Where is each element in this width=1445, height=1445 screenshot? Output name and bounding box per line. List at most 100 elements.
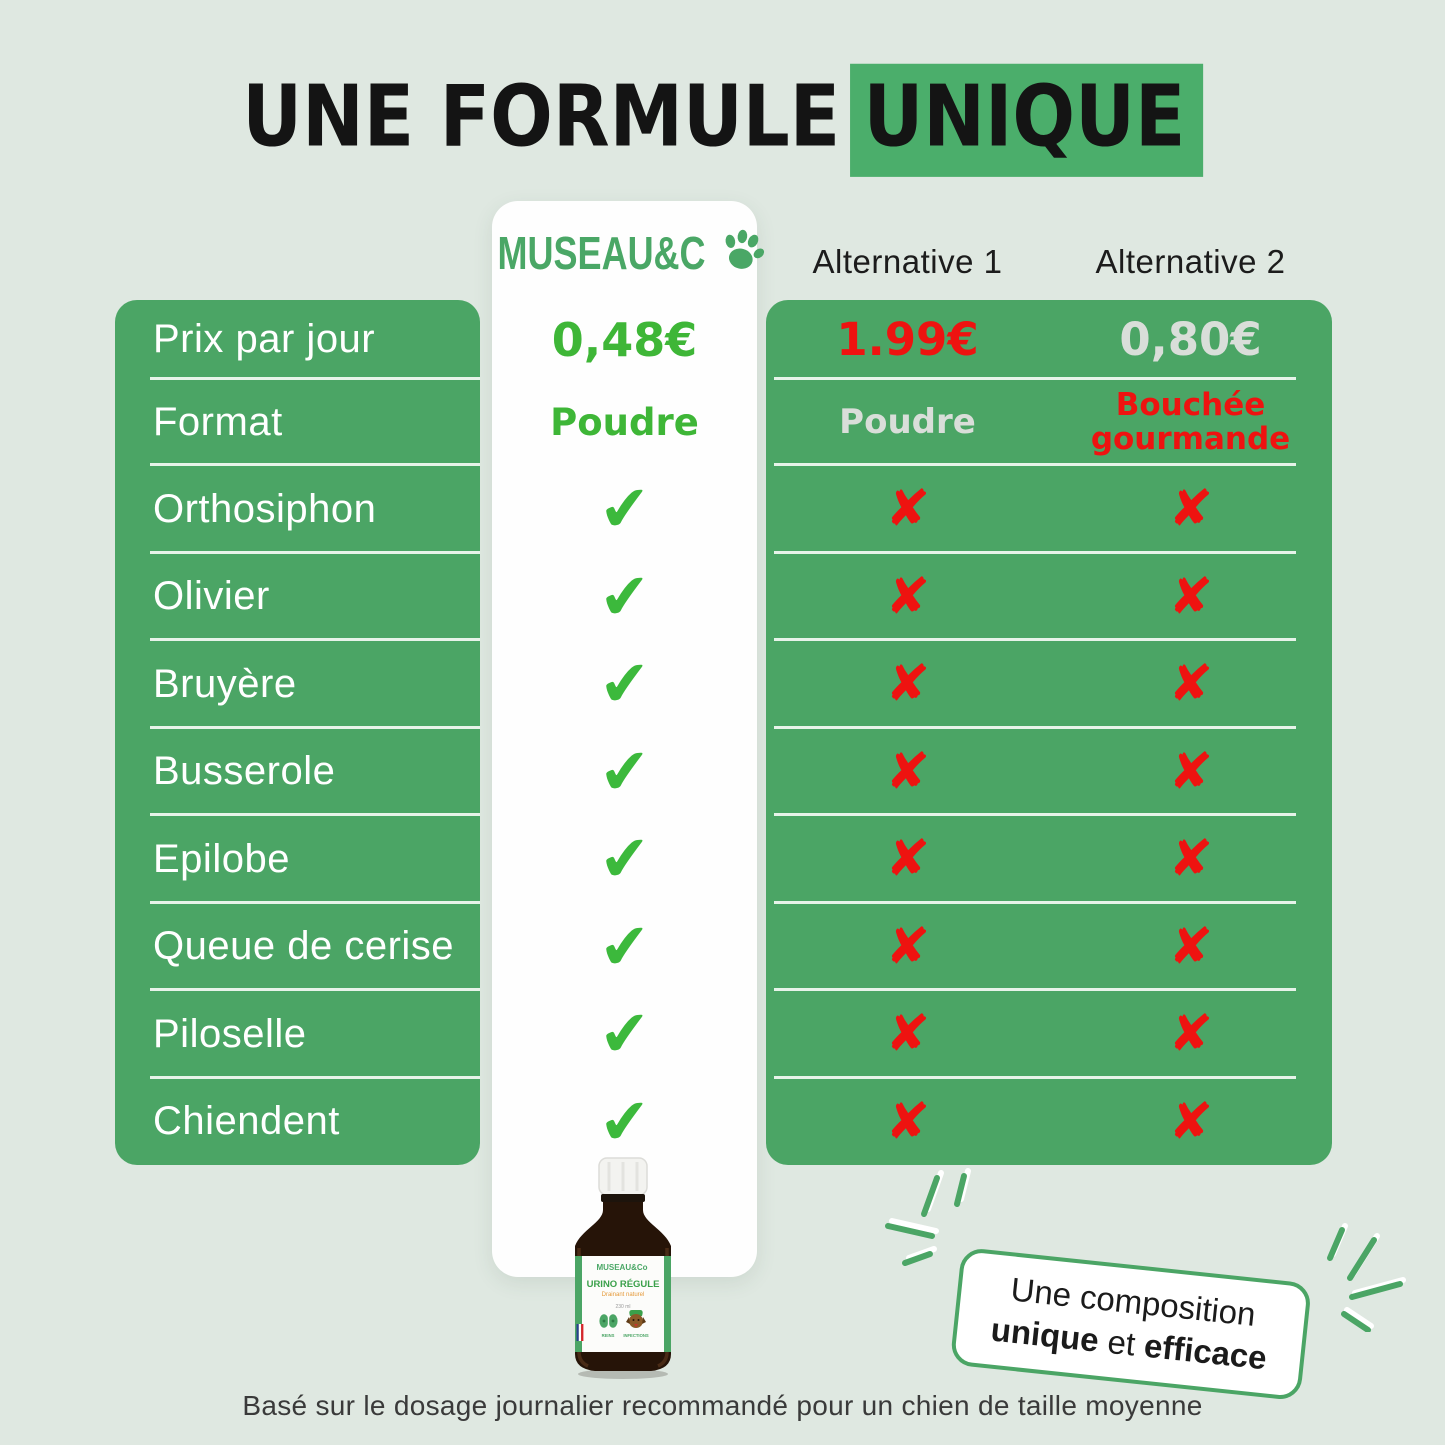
criteria-label: Bruyère: [153, 661, 297, 706]
museau-value: Poudre: [550, 400, 699, 444]
alt1-cell: ✘: [766, 903, 1049, 990]
sparkle-decoration-right: [1327, 1223, 1406, 1332]
criteria-row: Busserole: [115, 728, 480, 816]
badge-mid: et: [1096, 1321, 1147, 1364]
alt2-cell: ✘: [1049, 990, 1332, 1078]
cross-icon: ✘: [1167, 477, 1214, 541]
bottle-subtitle: Drainant naturel: [602, 1292, 645, 1298]
alternatives-row: ✘ ✘: [766, 815, 1332, 904]
kidney-icon-label: REINS: [602, 1333, 615, 1338]
badge-bold2: efficace: [1142, 1326, 1269, 1377]
alternatives-row: ✘ ✘: [766, 728, 1332, 816]
bottle-label: MUSEAU&Co URINO RÉGULE Drainant naturel …: [575, 1256, 671, 1352]
museau-cell: ✔: [492, 1078, 757, 1165]
alt2-cell: ✘: [1049, 1078, 1332, 1165]
alt1-cell: Poudre: [766, 379, 1049, 465]
criteria-row: Chiendent: [115, 1078, 480, 1165]
cross-icon: ✘: [1167, 565, 1214, 628]
alternatives-header: Alternative 1 Alternative 2: [766, 240, 1332, 284]
criteria-row: Bruyère: [115, 640, 480, 729]
cross-icon: ✘: [1167, 1002, 1214, 1066]
criteria-label: Chiendent: [153, 1099, 340, 1143]
brand-logo-text: MUSEAU&C: [497, 228, 707, 279]
museau-cell: Poudre: [492, 379, 757, 465]
alt1-cell: ✘: [766, 640, 1049, 728]
criteria-label: Busserole: [153, 749, 336, 793]
cross-icon: ✘: [1167, 1090, 1214, 1153]
museau-card: [492, 201, 757, 1277]
cross-icon: ✘: [884, 1002, 931, 1066]
alternatives-row: ✘ ✘: [766, 465, 1332, 554]
check-icon: ✔: [595, 732, 653, 810]
alt1-value: Poudre: [839, 402, 976, 442]
check-icon: ✔: [595, 820, 653, 897]
brand-logo: MUSEAU&C: [492, 224, 764, 284]
alt1-cell: ✘: [766, 1078, 1049, 1165]
criteria-label: Orthosiphon: [153, 486, 377, 531]
cross-icon: ✘: [884, 740, 931, 803]
ingredients-panel: Prix par jour Format Orthosiphon Olivier Bru…: [115, 300, 480, 1165]
alt1-cell: ✘: [766, 815, 1049, 903]
criteria-label: Olivier: [153, 574, 270, 618]
criteria-label: Format: [153, 399, 283, 444]
dog-icon: [626, 1310, 646, 1328]
museau-cell: ✔: [492, 553, 757, 640]
alternatives-row: 1.99€ 0,80€: [766, 300, 1332, 380]
kidney-icon: [599, 1314, 618, 1328]
museau-value: 0,48€: [551, 312, 698, 367]
check-icon: ✔: [595, 907, 653, 985]
alternatives-row: ✘ ✘: [766, 990, 1332, 1079]
museau-cell: ✔: [492, 815, 757, 903]
paw-icon: [715, 224, 768, 275]
composition-badge: Une composition unique et efficace: [949, 1247, 1313, 1402]
title-text: UNE FORMULE: [242, 66, 841, 166]
cross-icon: ✘: [884, 827, 931, 891]
alt1-cell: ✘: [766, 465, 1049, 553]
alt2-cell: ✘: [1049, 640, 1332, 728]
criteria-row: Queue de cerise: [115, 903, 480, 991]
museau-cell: 0,48€: [492, 300, 757, 379]
bottle-shadow: [578, 1369, 668, 1379]
museau-column: 0,48€ Poudre ✔ ✔ ✔ ✔ ✔ ✔ ✔ ✔: [492, 300, 757, 1165]
sparkle-decoration-left: [885, 1168, 971, 1266]
alt2-value: Bouchée gourmande: [1090, 386, 1291, 457]
alt2-header: Alternative 2: [1095, 243, 1286, 280]
bottle-title: URINO RÉGULE: [587, 1279, 660, 1290]
cross-icon: ✘: [884, 915, 931, 978]
title-highlight: UNIQUE: [849, 63, 1203, 177]
cross-icon: ✘: [884, 565, 931, 628]
alt1-cell: 1.99€: [766, 300, 1049, 379]
museau-cell: ✔: [492, 640, 757, 728]
museau-cell: ✔: [492, 903, 757, 990]
alt2-cell: ✘: [1049, 815, 1332, 903]
criteria-label: Piloselle: [153, 1011, 307, 1056]
criteria-row: Orthosiphon: [115, 465, 480, 554]
cross-icon: ✘: [1167, 740, 1214, 803]
criteria-row: Piloselle: [115, 990, 480, 1079]
alt1-cell: ✘: [766, 553, 1049, 640]
footer-note: Basé sur le dosage journalier recommandé…: [242, 1390, 1203, 1421]
bottle-volume: 230 ml: [615, 1304, 630, 1310]
alt2-cell: Bouchée gourmande: [1049, 379, 1332, 465]
cross-icon: ✘: [1167, 827, 1214, 891]
alt2-cell: ✘: [1049, 903, 1332, 990]
alternatives-panel: 1.99€ 0,80€ Poudre Bouchée gourmande ✘ ✘ ✘ ✘ ✘ ✘ ✘…: [766, 300, 1332, 1165]
product-bottle-image: MUSEAU&Co URINO RÉGULE Drainant naturel …: [575, 1157, 671, 1379]
alt1-cell: ✘: [766, 728, 1049, 815]
check-icon: ✔: [595, 557, 653, 635]
alt2-cell: ✘: [1049, 465, 1332, 553]
cross-icon: ✘: [1167, 915, 1214, 978]
check-icon: ✔: [595, 995, 653, 1072]
alternatives-row: ✘ ✘: [766, 1078, 1332, 1165]
criteria-row: Olivier: [115, 553, 480, 641]
check-icon: ✔: [595, 470, 653, 547]
bottle-cap: [598, 1157, 648, 1202]
criteria-label: Prix par jour: [153, 317, 376, 361]
cross-icon: ✘: [1167, 652, 1214, 716]
alt1-header: Alternative 1: [812, 243, 1003, 280]
criteria-row: Format: [115, 379, 480, 466]
alt1-value: 1.99€: [836, 313, 979, 366]
dog-icon-label: INFECTIONS: [623, 1333, 649, 1338]
alternatives-row: ✘ ✘: [766, 640, 1332, 729]
criteria-label: Epilobe: [153, 836, 290, 881]
